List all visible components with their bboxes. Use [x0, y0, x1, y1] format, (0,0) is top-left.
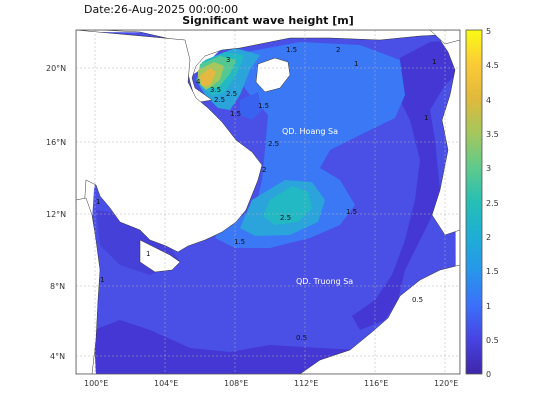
- contour-label: 4: [196, 78, 201, 86]
- contour-label: 3: [226, 56, 230, 64]
- colorbar-tick-label: 5: [486, 27, 491, 36]
- lat-tick-label: 16°N: [46, 138, 66, 147]
- contour-label: 1: [354, 60, 358, 68]
- contour-label: 1: [100, 276, 104, 284]
- contour-label: 1.5: [258, 102, 269, 110]
- colorbar-tick-label: 2.5: [486, 199, 499, 208]
- contour-label: 3.5: [210, 86, 221, 94]
- colorbar-tick-label: 1: [486, 302, 491, 311]
- colorbar-tick-label: 1.5: [486, 267, 499, 276]
- contour-label: 1.5: [230, 110, 241, 118]
- land-mekong: [139, 239, 181, 273]
- land-hainan: [255, 57, 291, 93]
- contour-label: 2: [262, 166, 266, 174]
- contour-label: 1: [432, 58, 436, 66]
- lon-tick-label: 104°E: [154, 379, 178, 388]
- wave-field: [76, 30, 460, 374]
- lat-tick-label: 12°N: [46, 210, 66, 219]
- land-indochina: [76, 30, 263, 253]
- place-label-truong-sa: QD. Truong Sa: [296, 277, 353, 286]
- band-4: [200, 68, 216, 86]
- graticule: [76, 30, 460, 374]
- sea-low-east: [352, 40, 456, 330]
- lon-tick-label: 120°E: [434, 379, 458, 388]
- map-title: Significant wave height [m]: [182, 14, 354, 27]
- land-philippines: [431, 39, 460, 236]
- place-label-hoang-sa: QD. Hoang Sa: [282, 127, 338, 136]
- colorbar-tick-label: 2: [486, 233, 491, 242]
- colorbar-tick-label: 4.5: [486, 61, 499, 70]
- band-2-5: [263, 186, 312, 225]
- lon-tick-label: 116°E: [364, 379, 388, 388]
- contour-label: 0.5: [296, 334, 307, 342]
- lon-tick-label: 108°E: [224, 379, 248, 388]
- contour-label: 1: [146, 250, 150, 258]
- contour-label: 2.5: [268, 140, 279, 148]
- colorbar-tick-label: 3.5: [486, 130, 499, 139]
- contour-label: 1.5: [234, 238, 245, 246]
- lon-axis: 100°E 104°E 108°E 112°E 116°E 120°E: [84, 379, 458, 388]
- colorbar: [465, 29, 483, 375]
- land-taiwan: [429, 30, 460, 45]
- lat-tick-label: 4°N: [50, 352, 65, 361]
- tonkin-low: [240, 92, 262, 120]
- date-label: Date:26-Aug-2025 00:00:00: [84, 3, 239, 16]
- contour-label: 2.5: [214, 96, 225, 104]
- plot-border: [75, 29, 461, 375]
- contour-label: 1.5: [346, 208, 357, 216]
- contour-label: 0.5: [412, 296, 423, 304]
- contour-label: 1: [424, 114, 428, 122]
- lon-tick-label: 112°E: [294, 379, 318, 388]
- contour-label: 2.5: [280, 214, 291, 222]
- contour-label: 1: [96, 198, 100, 206]
- contour-label: 2.5: [226, 90, 237, 98]
- lat-tick-label: 20°N: [46, 64, 66, 73]
- contour-label: 1.5: [286, 46, 297, 54]
- lat-axis: 4°N 8°N 12°N 16°N 20°N: [46, 64, 66, 361]
- lon-tick-label: 100°E: [84, 379, 108, 388]
- colorbar-tick-label: 3: [486, 164, 491, 173]
- land-borneo: [299, 264, 460, 374]
- colorbar-tick-label: 0.5: [486, 336, 499, 345]
- colorbar-tick-label: 0: [486, 370, 491, 379]
- contour-labels: 1.5 2 3 3.5 2.5 2.5 1.5 1.5 2.5 2 2.5 1.…: [96, 46, 436, 342]
- colorbar-ticks: 5 4.5 4 3.5 3 2.5 2 1.5 1 0.5 0: [486, 27, 499, 379]
- contour-label: 2: [336, 46, 340, 54]
- colorbar-tick-label: 4: [486, 96, 491, 105]
- lat-tick-label: 8°N: [50, 282, 65, 291]
